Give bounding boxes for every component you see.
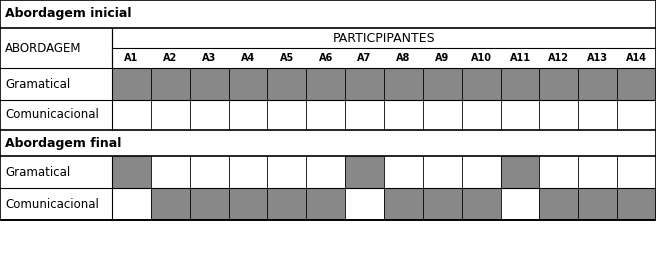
Bar bbox=[190, 188, 228, 220]
Bar bbox=[423, 156, 462, 188]
Bar bbox=[112, 68, 151, 100]
Bar bbox=[112, 188, 151, 220]
Text: A9: A9 bbox=[435, 53, 449, 63]
Bar bbox=[228, 188, 268, 220]
Text: Gramatical: Gramatical bbox=[5, 78, 70, 91]
Bar bbox=[501, 68, 539, 100]
Bar bbox=[151, 188, 190, 220]
Bar bbox=[539, 100, 579, 130]
Bar bbox=[539, 156, 579, 188]
Text: A8: A8 bbox=[396, 53, 411, 63]
Bar bbox=[190, 68, 228, 100]
Bar bbox=[345, 156, 384, 188]
Bar bbox=[501, 156, 539, 188]
Bar bbox=[306, 188, 345, 220]
Bar bbox=[579, 68, 617, 100]
Text: ABORDAGEM: ABORDAGEM bbox=[5, 42, 81, 55]
Bar bbox=[579, 100, 617, 130]
Bar bbox=[384, 156, 423, 188]
Bar bbox=[462, 68, 501, 100]
Bar bbox=[112, 156, 151, 188]
Bar bbox=[345, 188, 384, 220]
Bar bbox=[462, 100, 501, 130]
Bar bbox=[462, 188, 501, 220]
Bar bbox=[306, 100, 345, 130]
Bar bbox=[112, 48, 656, 68]
Text: Comunicacional: Comunicacional bbox=[5, 198, 99, 211]
Text: PARTICPIPANTES: PARTICPIPANTES bbox=[333, 32, 436, 45]
Bar bbox=[0, 100, 112, 130]
Bar bbox=[617, 156, 656, 188]
Text: A1: A1 bbox=[124, 53, 138, 63]
Bar bbox=[268, 68, 306, 100]
Bar bbox=[268, 100, 306, 130]
Bar bbox=[228, 156, 268, 188]
Text: A10: A10 bbox=[470, 53, 491, 63]
Bar bbox=[423, 188, 462, 220]
Text: A4: A4 bbox=[241, 53, 255, 63]
Bar bbox=[617, 100, 656, 130]
Bar bbox=[579, 188, 617, 220]
Bar bbox=[345, 68, 384, 100]
Text: A13: A13 bbox=[587, 53, 608, 63]
Text: A11: A11 bbox=[510, 53, 531, 63]
Text: A5: A5 bbox=[279, 53, 294, 63]
Bar bbox=[0, 188, 112, 220]
Bar bbox=[112, 100, 151, 130]
Bar bbox=[306, 156, 345, 188]
Text: Gramatical: Gramatical bbox=[5, 165, 70, 178]
Bar bbox=[0, 130, 656, 156]
Text: A7: A7 bbox=[358, 53, 372, 63]
Bar bbox=[151, 156, 190, 188]
Bar bbox=[190, 156, 228, 188]
Bar bbox=[384, 188, 423, 220]
Bar bbox=[423, 100, 462, 130]
Text: A3: A3 bbox=[202, 53, 216, 63]
Bar bbox=[0, 0, 656, 220]
Bar bbox=[384, 68, 423, 100]
Bar bbox=[462, 156, 501, 188]
Bar bbox=[151, 100, 190, 130]
Text: Abordagem final: Abordagem final bbox=[5, 137, 121, 150]
Bar bbox=[579, 156, 617, 188]
Bar bbox=[539, 188, 579, 220]
Text: A2: A2 bbox=[163, 53, 177, 63]
Bar bbox=[268, 188, 306, 220]
Bar bbox=[617, 68, 656, 100]
Bar bbox=[112, 28, 656, 48]
Text: Abordagem inicial: Abordagem inicial bbox=[5, 7, 131, 20]
Bar bbox=[268, 156, 306, 188]
Text: A12: A12 bbox=[548, 53, 569, 63]
Bar bbox=[0, 0, 656, 220]
Bar bbox=[0, 0, 656, 28]
Text: A14: A14 bbox=[626, 53, 647, 63]
Bar bbox=[0, 156, 112, 188]
Text: A6: A6 bbox=[319, 53, 333, 63]
Bar bbox=[501, 100, 539, 130]
Bar bbox=[384, 100, 423, 130]
Bar bbox=[423, 68, 462, 100]
Bar bbox=[190, 100, 228, 130]
Bar bbox=[228, 68, 268, 100]
Bar bbox=[345, 100, 384, 130]
Bar bbox=[539, 68, 579, 100]
Bar bbox=[151, 68, 190, 100]
Bar bbox=[228, 100, 268, 130]
Bar bbox=[501, 188, 539, 220]
Bar bbox=[306, 68, 345, 100]
Bar bbox=[617, 188, 656, 220]
Text: Comunicacional: Comunicacional bbox=[5, 109, 99, 122]
Bar bbox=[0, 68, 112, 100]
